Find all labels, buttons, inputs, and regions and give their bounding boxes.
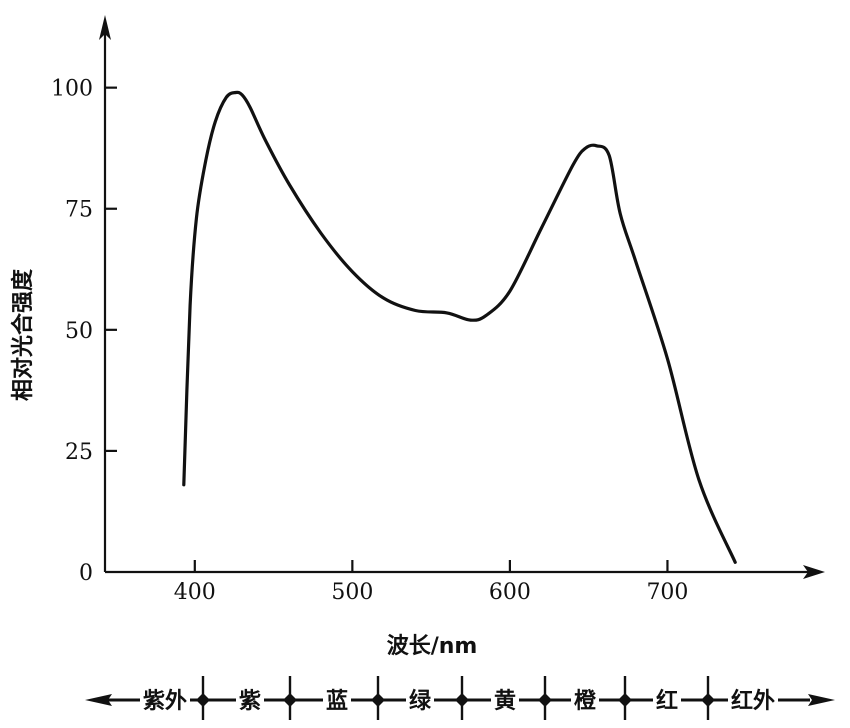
band-strip-right-arrow bbox=[808, 694, 835, 706]
band-label: 紫外 bbox=[143, 688, 187, 714]
y-tick-label: 75 bbox=[65, 198, 93, 223]
ticks: 400 500 600 700 0 25 50 75 100 bbox=[51, 77, 688, 605]
x-tick-label: 500 bbox=[331, 580, 373, 605]
x-axis-label: 波长/nm bbox=[387, 634, 478, 659]
band-separator-diamond bbox=[701, 693, 715, 707]
x-tick-label: 700 bbox=[646, 580, 688, 605]
x-tick-label: 400 bbox=[174, 580, 216, 605]
band-label: 蓝 bbox=[326, 689, 348, 714]
band-label: 黄 bbox=[494, 689, 516, 714]
band-label: 橙 bbox=[574, 689, 597, 714]
x-tick-label: 600 bbox=[489, 580, 531, 605]
axes bbox=[99, 15, 825, 579]
band-strip-left-arrow bbox=[85, 694, 112, 706]
band-label-bg bbox=[491, 686, 519, 714]
band-label-bg bbox=[323, 686, 351, 714]
band-separator-diamond bbox=[283, 693, 297, 707]
band-separator-diamond bbox=[196, 693, 210, 707]
band-label-bg bbox=[571, 686, 599, 714]
band-label: 绿 bbox=[409, 688, 432, 714]
y-tick-label: 25 bbox=[65, 440, 93, 465]
band-separator-diamond bbox=[538, 693, 552, 707]
x-axis-arrow bbox=[803, 565, 825, 579]
y-tick-label: 50 bbox=[65, 319, 93, 344]
y-axis-arrow bbox=[99, 15, 111, 40]
band-label-bg bbox=[406, 686, 434, 714]
band-label: 红 bbox=[656, 688, 678, 714]
y-axis-label: 相对光合强度 bbox=[10, 268, 36, 401]
series-line bbox=[182, 90, 737, 564]
y-tick-label: 0 bbox=[79, 561, 93, 586]
y-tick-label: 100 bbox=[51, 77, 93, 102]
band-separator-diamond bbox=[455, 693, 469, 707]
band-label-bg bbox=[728, 686, 778, 714]
band-label-bg bbox=[236, 686, 264, 714]
band-label: 红外 bbox=[731, 688, 775, 714]
band-label: 紫 bbox=[239, 688, 261, 714]
wavelength-band-strip: 紫外 紫 蓝 绿 黄 橙 红 红外 bbox=[85, 676, 835, 720]
band-label-bg bbox=[653, 686, 681, 714]
band-label-bg bbox=[140, 686, 190, 714]
band-separator-diamond bbox=[371, 693, 385, 707]
band-separator-diamond bbox=[618, 693, 632, 707]
